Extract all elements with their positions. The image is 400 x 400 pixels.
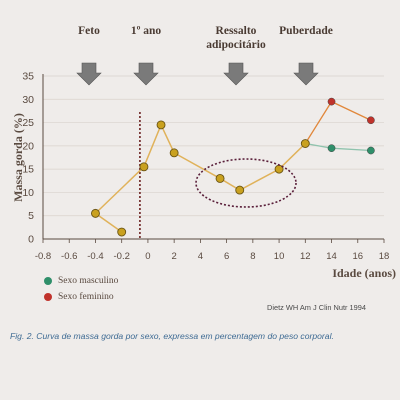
- x-tick-label: -0.2: [114, 251, 130, 262]
- y-tick-label: 0: [28, 234, 34, 246]
- legend-male: Sexo masculino: [44, 276, 118, 286]
- y-tick-label: 30: [22, 94, 34, 106]
- series-point: [367, 146, 375, 155]
- stage-label: Ressalto: [216, 25, 257, 37]
- data-point: [139, 162, 149, 172]
- stage-arrow-icon: [133, 62, 159, 86]
- x-tick-label: 4: [198, 251, 203, 262]
- data-point: [300, 139, 310, 148]
- x-tick-label: 2: [172, 251, 177, 262]
- series-line-male: [305, 142, 371, 152]
- x-tick-label: 12: [300, 251, 311, 262]
- stage-arrow-icon: [76, 62, 102, 86]
- stage-label: Feto: [78, 25, 100, 37]
- stage-arrow-icon: [223, 62, 249, 86]
- stage-label: 1º ano: [131, 25, 162, 37]
- data-point: [235, 185, 245, 195]
- rebound-highlight-ellipse: [195, 158, 297, 208]
- y-tick-label: 20: [22, 140, 34, 152]
- stage-label: Puberdade: [279, 25, 333, 37]
- stage-label: adipocitário: [206, 39, 266, 51]
- x-tick-label: 8: [250, 251, 255, 262]
- data-point: [156, 120, 166, 130]
- y-tick-label: 10: [22, 187, 34, 199]
- figure-caption: Fig. 2. Curva de massa gorda por sexo, e…: [10, 331, 334, 341]
- y-tick-label: 15: [22, 164, 34, 176]
- data-point: [91, 208, 100, 218]
- y-tick-label: 5: [28, 210, 34, 222]
- y-tick-label: 35: [22, 71, 34, 83]
- series-point: [327, 144, 336, 153]
- x-tick-label: 10: [274, 251, 285, 262]
- series-point: [327, 97, 336, 106]
- legend-male-label: Sexo masculino: [58, 276, 119, 286]
- x-axis-title: Idade (anos): [332, 266, 396, 280]
- data-point: [117, 227, 127, 237]
- source-citation: Dietz WH Am J Clin Nutr 1994: [267, 303, 366, 312]
- stage-arrow-icon: [293, 62, 319, 86]
- legend-female: Sexo feminino: [44, 292, 114, 302]
- legend-male-swatch: [44, 277, 52, 285]
- x-tick-label: 14: [326, 251, 337, 262]
- legend-female-label: Sexo feminino: [58, 292, 114, 302]
- data-point: [169, 148, 179, 158]
- y-axis-title: Massa gorda (%): [11, 113, 25, 202]
- x-tick-label: 16: [352, 251, 363, 262]
- x-tick-label: -0.4: [87, 251, 103, 262]
- series-point: [367, 116, 375, 125]
- x-tick-label: 6: [224, 251, 229, 262]
- x-tick-label: -0.6: [61, 251, 77, 262]
- x-tick-label: -0.8: [35, 251, 51, 262]
- y-tick-label: 25: [22, 117, 34, 129]
- legend-female-swatch: [44, 293, 52, 301]
- x-tick-label: 18: [379, 251, 390, 262]
- x-tick-label: 0: [145, 251, 150, 262]
- data-point: [215, 174, 225, 183]
